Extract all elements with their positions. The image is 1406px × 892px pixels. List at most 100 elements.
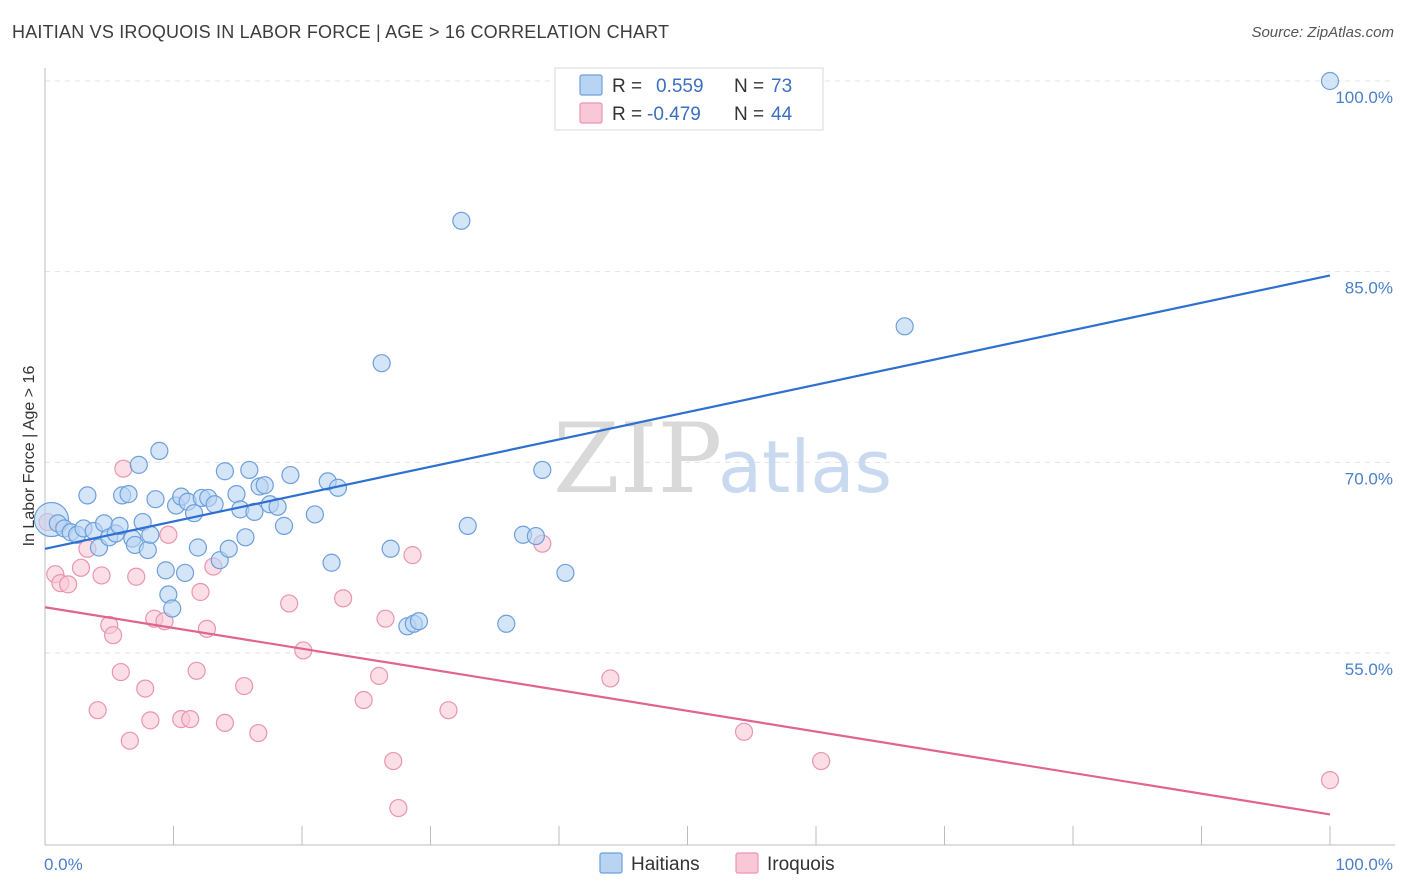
haitians-point-63 [533, 460, 552, 480]
iroquois-point-12 [120, 731, 139, 750]
haitians-point-58 [452, 211, 471, 230]
legend-r-value-2: -0.479 [647, 104, 701, 125]
iroquois-point-30 [334, 589, 353, 608]
iroquois-point-35 [389, 798, 408, 818]
y-tick-label-3: 55.0% [1345, 660, 1393, 679]
iroquois-point-25 [215, 713, 234, 733]
chart-title: HAITIAN VS IROQUOIS IN LABOR FORCE | AGE… [12, 22, 670, 42]
iroquois-point-36 [403, 546, 422, 565]
legend-swatch-iroquois [579, 102, 603, 124]
watermark-zip: ZIP [553, 403, 722, 515]
haitians-point-62 [526, 526, 545, 546]
iroquois-point-22 [191, 582, 210, 602]
haitians-point-57 [409, 612, 429, 631]
iroquois-point-26 [235, 676, 254, 696]
y-tick-label-0: 100.0% [1335, 88, 1393, 107]
grid-lines [45, 80, 1395, 654]
haitians-point-17 [129, 455, 148, 474]
haitians-point-12 [110, 516, 129, 535]
iroquois-point-10 [111, 662, 130, 682]
haitians-point-36 [215, 462, 234, 481]
axes [44, 68, 1395, 846]
haitians-points [33, 71, 1340, 636]
iroquois-trend-line [44, 606, 1331, 816]
iroquois-point-14 [136, 679, 155, 698]
series-legend-label-iroquois: Iroquois [767, 854, 835, 875]
iroquois-point-37 [439, 701, 458, 720]
legend-r-value-1: 0.559 [656, 76, 704, 97]
iroquois-point-21 [187, 661, 206, 680]
haitians-point-31 [188, 538, 208, 557]
iroquois-point-31 [354, 690, 373, 710]
x-tick-label-0: 0.0% [44, 855, 83, 874]
haitians-point-28 [175, 563, 195, 583]
iroquois-point-28 [280, 594, 299, 613]
haitians-point-38 [227, 485, 246, 504]
iroquois-point-32 [370, 666, 389, 685]
iroquois-point-9 [104, 626, 123, 645]
haitians-point-53 [372, 354, 391, 373]
haitians-point-59 [458, 516, 477, 535]
legend-n-label-1: N = [734, 76, 764, 97]
haitians-point-49 [305, 505, 324, 524]
x-tick-label-1: 100.0% [1335, 855, 1393, 874]
series-legend: Haitians Iroquois [599, 852, 835, 875]
iroquois-point-39 [601, 669, 620, 688]
legend-n-value-1: 73 [771, 76, 792, 97]
haitians-point-22 [150, 441, 169, 460]
iroquois-point-18 [159, 525, 178, 544]
haitians-point-25 [163, 599, 182, 618]
haitians-point-40 [236, 528, 255, 547]
iroquois-point-20 [181, 709, 200, 729]
iroquois-point-7 [92, 566, 111, 585]
source-label: Source: ZipAtlas.com [1251, 24, 1394, 41]
legend-r-label-2: R = [612, 104, 642, 125]
haitians-point-21 [146, 490, 165, 509]
iroquois-point-41 [812, 751, 831, 771]
haitians-point-41 [240, 460, 259, 480]
y-tick-label-2: 70.0% [1345, 469, 1393, 488]
series-legend-swatch-iroquois [735, 852, 759, 874]
tick-labels: 100.0% 85.0% 70.0% 55.0% 0.0% 100.0% [44, 88, 1393, 874]
haitians-point-48 [281, 465, 300, 485]
iroquois-point-42 [1320, 771, 1340, 790]
haitians-point-66 [1320, 71, 1340, 91]
haitians-point-47 [274, 516, 294, 535]
iroquois-point-13 [127, 567, 146, 586]
haitians-point-6 [78, 486, 97, 505]
haitians-point-37 [219, 539, 238, 558]
series-legend-swatch-haitians [599, 852, 623, 874]
haitians-point-44 [255, 476, 274, 495]
iroquois-point-4 [71, 558, 91, 577]
legend-n-value-2: 44 [771, 104, 793, 125]
haitians-point-23 [156, 561, 175, 580]
legend-r-label-1: R = [612, 76, 642, 97]
haitians-trend-line [44, 274, 1331, 550]
haitians-point-19 [138, 540, 157, 560]
iroquois-point-6 [88, 701, 107, 720]
haitians-point-54 [381, 539, 400, 558]
iroquois-point-34 [384, 751, 403, 771]
haitians-point-34 [205, 495, 224, 514]
y-axis-title: In Labor Force | Age > 16 [21, 366, 38, 547]
haitians-point-51 [322, 553, 341, 572]
iroquois-point-15 [141, 711, 160, 730]
iroquois-point-3 [59, 575, 78, 594]
iroquois-point-11 [114, 459, 133, 478]
legend-swatch-haitians [579, 74, 603, 96]
haitians-point-20 [141, 525, 160, 544]
haitians-point-65 [895, 317, 914, 336]
watermark: ZIP atlas [553, 403, 892, 515]
haitians-point-14 [119, 485, 138, 504]
iroquois-point-33 [376, 609, 395, 628]
series-legend-label-haitians: Haitians [631, 854, 700, 875]
haitians-point-60 [497, 614, 516, 633]
haitians-point-64 [556, 563, 575, 583]
correlation-legend: R = 0.559 N = 73 R = -0.479 N = 44 [554, 67, 824, 131]
watermark-atlas: atlas [718, 425, 892, 509]
legend-n-label-2: N = [734, 104, 764, 125]
y-tick-label-1: 85.0% [1345, 279, 1393, 298]
trend-lines [44, 274, 1331, 816]
iroquois-point-27 [249, 723, 268, 743]
